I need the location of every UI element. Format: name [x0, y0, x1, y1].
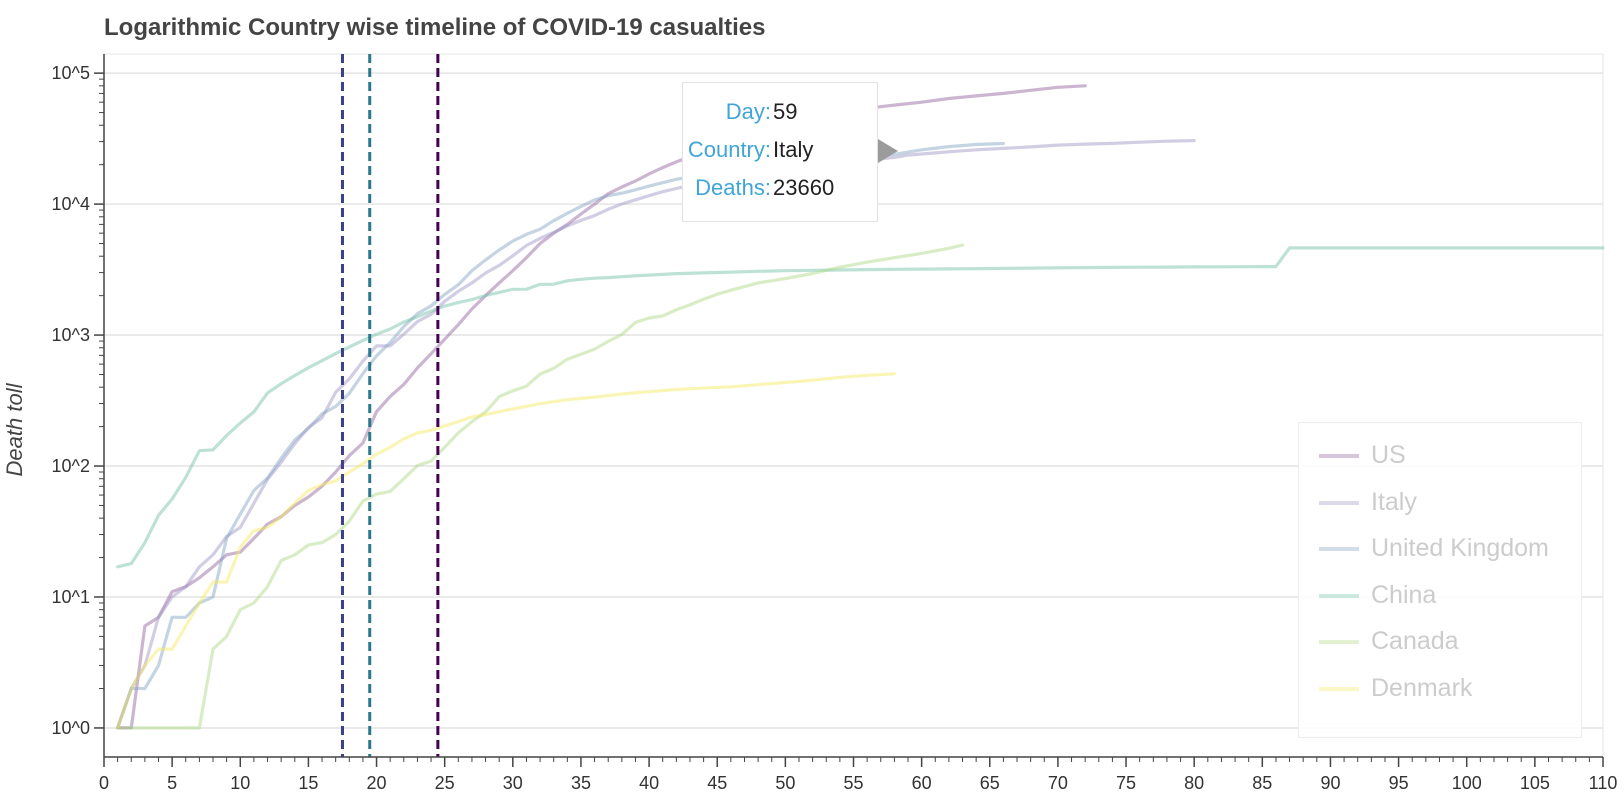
series-line-united-kingdom — [116, 141, 1005, 730]
x-tick-label: 85 — [1252, 773, 1272, 793]
legend-label: US — [1371, 441, 1406, 469]
tooltip-deaths-label: Deaths: — [695, 175, 771, 200]
tooltip-deaths-value: 23660 — [773, 175, 835, 200]
x-tick-label: 40 — [639, 773, 659, 793]
tooltip-country-value: Italy — [773, 137, 814, 162]
legend-swatch — [1319, 640, 1359, 644]
legend-label: Denmark — [1371, 673, 1473, 702]
x-tick-label: 110 — [1589, 773, 1618, 793]
x-tick-label: 75 — [1116, 773, 1136, 793]
legend-swatch — [1319, 500, 1359, 505]
series-line-denmark — [116, 372, 896, 730]
x-tick-label: 55 — [843, 773, 863, 793]
y-tick-label: 10^4 — [52, 194, 90, 214]
x-tick-label: 25 — [435, 773, 455, 793]
x-tick-label: 80 — [1184, 773, 1204, 793]
y-tick-label: 10^5 — [52, 63, 90, 83]
tooltip-day-value: 59 — [773, 99, 798, 124]
x-tick-label: 35 — [571, 773, 591, 793]
x-tick-label: 95 — [1389, 773, 1409, 793]
x-tick-label: 105 — [1520, 773, 1550, 793]
legend-swatch — [1319, 547, 1359, 551]
hover-tooltip: Day: 59 Country: Italy Deaths: 23660 — [682, 82, 878, 222]
axes: 10^0 10^1 10^2 10^3 10^4 10^5 0 5 10 15 20 25 30 35 40… — [52, 54, 1618, 793]
x-tick-label: 45 — [707, 773, 727, 793]
tooltip-row-country: Country: Italy — [683, 137, 879, 167]
x-tick-label: 10 — [230, 773, 250, 793]
legend-swatch — [1319, 686, 1359, 691]
x-tick-label: 0 — [99, 773, 109, 793]
legend-swatch — [1319, 593, 1359, 598]
legend-label: China — [1371, 580, 1437, 609]
tooltip-row-deaths: Deaths: 23660 — [683, 175, 879, 205]
tooltip-country-label: Country: — [687, 137, 771, 162]
series-line-china — [116, 246, 1605, 569]
x-tick-label: 50 — [775, 773, 795, 793]
chart-title: Logarithmic Country wise timeline of COV… — [104, 14, 766, 41]
x-tick-label: 65 — [980, 773, 1000, 793]
x-tick-label: 100 — [1452, 773, 1482, 793]
x-tick-label: 60 — [912, 773, 932, 793]
series-line-us — [116, 84, 1087, 730]
x-tick-label: 70 — [1048, 773, 1068, 793]
tooltip-row-day: Day: 59 — [683, 99, 879, 129]
legend-label: United Kingdom — [1371, 534, 1549, 562]
y-tick-label: 10^3 — [52, 325, 90, 345]
reference-lines — [340, 54, 440, 757]
x-tick-label: 20 — [367, 773, 387, 793]
x-tick-label: 15 — [298, 773, 318, 793]
x-tick-label: 30 — [503, 773, 523, 793]
legend-swatch — [1319, 454, 1359, 458]
legend-label: Italy — [1371, 487, 1417, 516]
series-line-italy — [116, 139, 1196, 730]
tooltip-day-label: Day: — [725, 99, 771, 124]
y-tick-label: 10^1 — [52, 587, 90, 607]
tooltip-pointer-icon — [878, 139, 898, 163]
legend-label: Canada — [1371, 627, 1459, 655]
series-line-canada — [116, 243, 965, 730]
x-tick-label: 90 — [1320, 773, 1340, 793]
y-tick-label: 10^2 — [52, 456, 90, 476]
chart-legend: US Italy United Kingdom China Canada Denmark — [1298, 422, 1582, 738]
y-axis-label: Death toll — [2, 382, 27, 476]
x-tick-label: 5 — [167, 773, 177, 793]
y-tick-label: 10^0 — [52, 718, 90, 738]
